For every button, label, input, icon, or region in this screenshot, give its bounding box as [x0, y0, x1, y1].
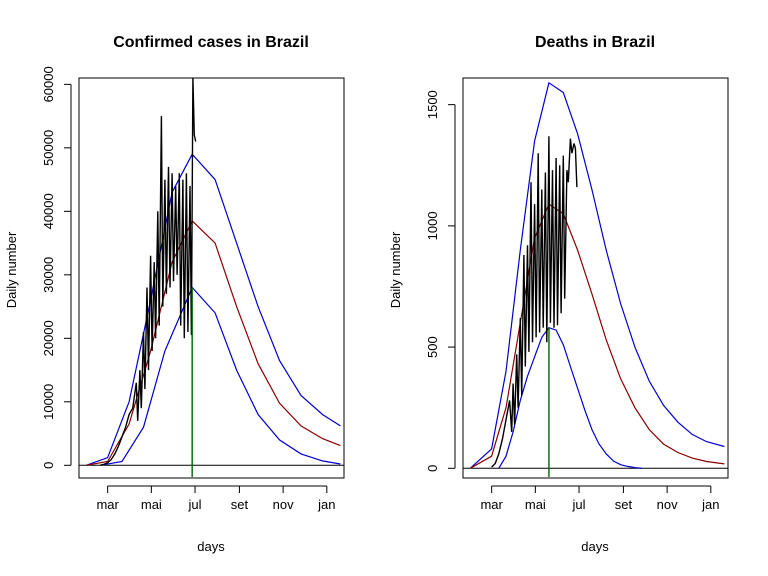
deaths-y-tick-label: 1500	[425, 90, 440, 119]
deaths-y-tick-label: 0	[425, 465, 440, 472]
deaths-y-tick-label: 1000	[425, 211, 440, 240]
deaths-observed-line	[491, 136, 578, 468]
cases-x-tick-label: nov	[273, 497, 294, 512]
deaths-lower-curve	[498, 326, 643, 469]
deaths-chart-title: Deaths in Brazil	[535, 34, 655, 51]
cases-y-tick-label: 0	[41, 462, 56, 469]
cases-y-axis-label: Daily number	[4, 231, 19, 308]
cases-y-tick-label: 10000	[41, 384, 56, 420]
cases-plot-frame	[78, 77, 345, 479]
deaths-fit-curve	[469, 203, 725, 469]
cases-y-tick-label: 30000	[41, 257, 56, 293]
cases-lower-curve	[100, 286, 341, 466]
cases-x-tick-label: set	[231, 497, 249, 512]
deaths-x-axis-label: days	[581, 539, 609, 554]
cases-y-tick-label: 40000	[41, 193, 56, 229]
cases-upper-curve	[85, 153, 341, 466]
deaths-x-tick-label: set	[615, 497, 633, 512]
cases-y-tick-label: 60000	[41, 66, 56, 102]
deaths-y-axis-label: Daily number	[388, 231, 403, 308]
cases-chart-title: Confirmed cases in Brazil	[113, 34, 309, 51]
deaths-upper-curve	[469, 81, 725, 469]
cases-x-axis-label: days	[197, 539, 225, 554]
cases-panel: Confirmed cases in Brazil days Daily num…	[4, 34, 345, 554]
deaths-x-tick-label: nov	[657, 497, 678, 512]
cases-observed-line	[100, 77, 197, 466]
cases-y-tick-label: 50000	[41, 130, 56, 166]
cases-x-tick-label: mar	[96, 497, 119, 512]
cases-x-tick-label: jan	[317, 497, 335, 512]
deaths-panel: Deaths in Brazil days Daily number mar ma…	[388, 34, 729, 554]
deaths-x-tick-label: mai	[525, 497, 546, 512]
deaths-x-tick-label: mar	[480, 497, 503, 512]
deaths-y-tick-label: 500	[425, 336, 440, 358]
cases-x-tick-label: mai	[141, 497, 162, 512]
cases-fit-curve	[86, 219, 341, 466]
deaths-x-tick-label: jan	[701, 497, 719, 512]
cases-y-tick-label: 20000	[41, 320, 56, 356]
deaths-x-tick-label: jul	[572, 497, 586, 512]
deaths-plot-frame	[462, 77, 729, 479]
cases-x-tick-label: jul	[188, 497, 202, 512]
